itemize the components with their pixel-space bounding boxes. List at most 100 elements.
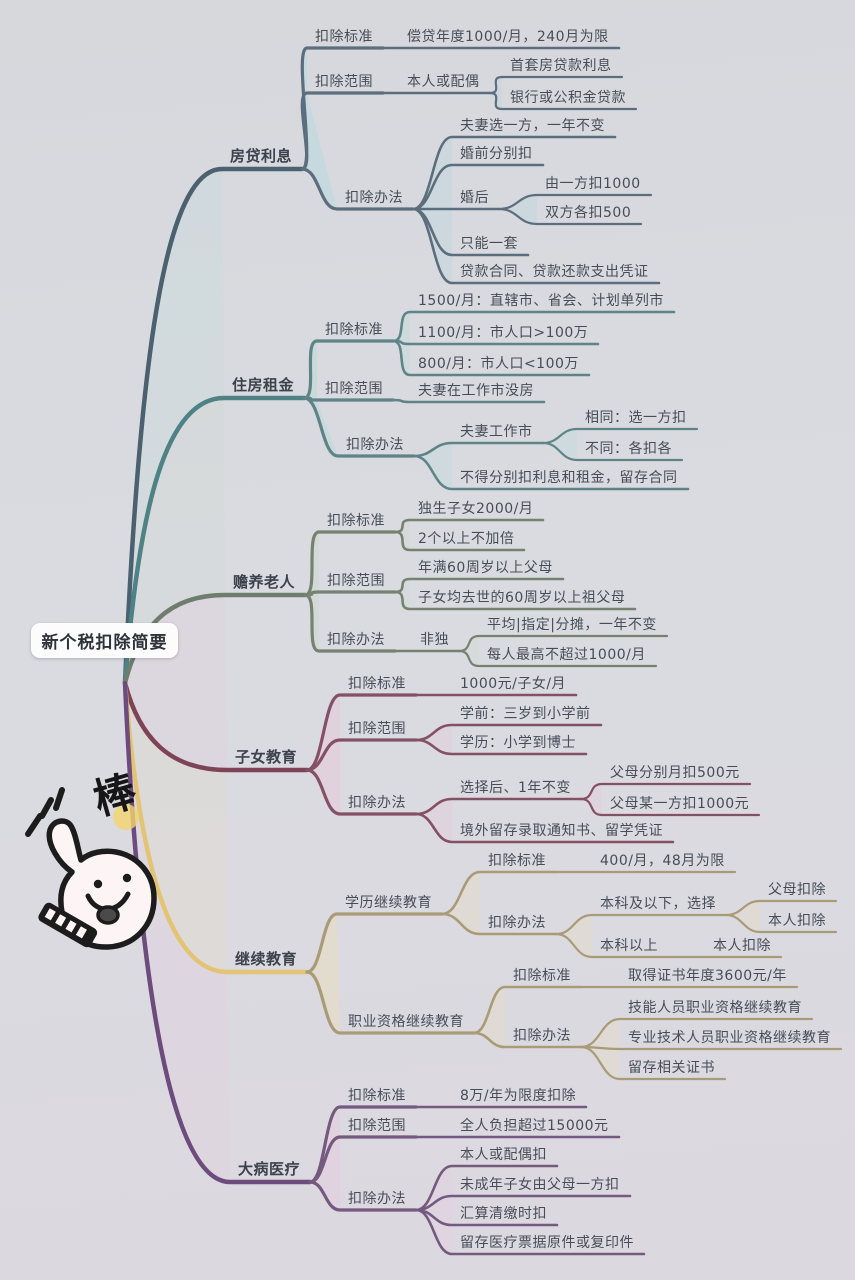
edge-path [122, 592, 308, 686]
node-label: 夫妻选一方，一年不变 [460, 118, 605, 134]
edge-path [302, 339, 395, 400]
edge-path [442, 872, 480, 934]
node-label: 2个以上不加倍 [418, 531, 515, 547]
node-label: 职业资格继续教育 [348, 1014, 464, 1030]
edge-path [305, 970, 476, 1035]
node-label: 婚后 [460, 190, 489, 206]
node-label: 取得证书年度3600元/年 [628, 968, 787, 984]
node-label: 扣除办法 [513, 1028, 571, 1044]
edge-path [414, 738, 588, 756]
node-label: 扣除范围 [327, 573, 385, 589]
edge-path [125, 398, 225, 683]
node-label: 未成年子女由父母一方扣 [460, 1177, 620, 1193]
node-label: 境外留存录取通知书、留学凭证 [460, 823, 663, 839]
edge-path [554, 932, 670, 959]
root-node: 新个税扣除简要 [31, 623, 178, 658]
edge-path [303, 530, 397, 597]
edge-path [472, 1031, 583, 1049]
branch-label-child-education: 子女教育 [235, 748, 298, 766]
node-label: 父母某一方扣1000元 [610, 796, 750, 812]
node-label: 400/月，48月为限 [600, 853, 725, 869]
edge-path [300, 167, 415, 211]
node-label: 本科及以下，选择 [600, 896, 716, 912]
node-label: 本人或配偶 [407, 74, 480, 90]
node-label: 扣除范围 [325, 381, 383, 397]
node-label: 扣除办法 [348, 1191, 406, 1207]
edge-path [459, 636, 479, 666]
stamp-highlight-dot [113, 804, 139, 830]
edge-path [122, 680, 310, 975]
branch-label-medical: 大病医疗 [238, 1160, 301, 1178]
edge-path [554, 913, 728, 936]
node-label: 选择后、1年不变 [460, 780, 571, 796]
node-label: 扣除标准 [315, 29, 373, 45]
node-label: 学历继续教育 [345, 895, 432, 911]
node-label: 技能人员职业资格继续教育 [628, 1000, 802, 1016]
edge-path [497, 207, 643, 226]
branch-label-mortgage-interest: 房贷利息 [230, 147, 293, 165]
node-label: 由一方扣1000 [545, 176, 641, 192]
node-label: 扣除办法 [346, 437, 404, 453]
node-label: 婚前分别扣 [460, 146, 533, 162]
node-label: 夫妻工作市 [460, 424, 533, 440]
edge-path [125, 169, 224, 683]
node-label: 夫妻在工作市没房 [418, 383, 534, 399]
node-label: 全人负担超过15000元 [460, 1118, 609, 1134]
edge-path [391, 339, 591, 377]
node-label: 双方各扣500 [545, 205, 632, 221]
edge-path [412, 454, 690, 491]
node-label: 银行或公积金贷款 [510, 90, 626, 106]
edge-path [414, 812, 675, 844]
edge-path [579, 1045, 727, 1081]
edge-path [490, 77, 502, 109]
node-label: 扣除标准 [488, 853, 546, 869]
edge-path [300, 91, 385, 171]
node-label: 扣除标准 [348, 1088, 406, 1104]
edge-path [305, 693, 418, 772]
branch-label-continuing-education: 继续教育 [235, 950, 298, 968]
edge-path [122, 680, 310, 773]
node-label: 平均|指定|分摊，一年不变 [487, 617, 657, 633]
edge-path [393, 590, 637, 611]
edge-path [472, 985, 583, 1035]
edge-path [305, 768, 418, 816]
edge-path [414, 1208, 646, 1256]
edge-path [302, 48, 337, 209]
node-label: 父母扣除 [768, 882, 826, 898]
edge-path [307, 914, 340, 1033]
edge-path [412, 441, 545, 458]
approval-stamp: 棒 [25, 766, 157, 950]
edge-path [304, 341, 338, 456]
node-label: 800/月：市人口<100万 [418, 356, 579, 372]
node-label: 相同：选一方扣 [585, 410, 687, 426]
edge-path [125, 683, 230, 1182]
node-label: 独生子女2000/月 [418, 501, 534, 517]
node-label: 1100/月：市人口>100万 [418, 325, 589, 341]
node-label: 留存医疗票据原件或复印件 [460, 1235, 634, 1251]
node-label: 不同：各扣各 [585, 441, 672, 457]
node-label: 本人扣除 [768, 913, 826, 929]
edge-path [125, 683, 227, 972]
node-label: 1500/月：直辖市、省会、计划单列市 [418, 293, 664, 309]
node-label: 本科以上 [600, 938, 658, 954]
edge-path [302, 396, 395, 402]
node-label: 汇算清缴时扣 [460, 1206, 547, 1222]
node-label: 本人或配偶扣 [460, 1147, 547, 1163]
node-label: 子女均去世的60周岁以上祖父母 [418, 590, 626, 606]
edge-path [416, 1166, 452, 1254]
edge-path [411, 163, 545, 211]
edge-path [122, 166, 305, 686]
node-label: 扣除办法 [327, 632, 385, 648]
edge-path [474, 987, 505, 1047]
edge-path [411, 207, 661, 285]
node-label: 扣除范围 [348, 721, 406, 737]
edge-path [440, 870, 558, 916]
edge-path [395, 579, 410, 609]
edge-path [414, 443, 452, 489]
node-label: 首套房贷款利息 [510, 58, 612, 74]
edge-path [724, 913, 838, 934]
node-label: 扣除办法 [345, 190, 403, 206]
edge-path [541, 441, 684, 462]
node-label: 不得分别扣利息和租金，留存合同 [460, 470, 678, 486]
edge-path [305, 738, 418, 772]
